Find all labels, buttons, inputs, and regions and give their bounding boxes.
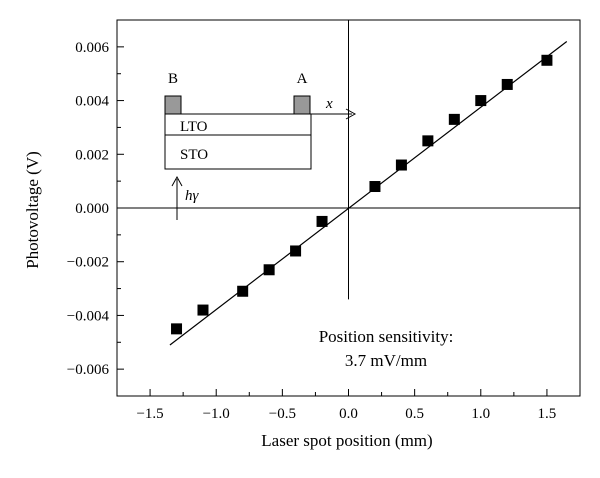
electrode-a xyxy=(293,95,311,115)
substrate-block xyxy=(164,113,312,170)
x-tick-label: 1.5 xyxy=(538,406,557,422)
x-tick-label: −0.5 xyxy=(269,406,296,422)
fit-line xyxy=(169,41,568,346)
y-tick-label: 0.004 xyxy=(75,94,109,110)
x-tick-label: 1.0 xyxy=(471,406,490,422)
x-tick-label: 0.0 xyxy=(339,406,358,422)
x-direction-arrowhead xyxy=(345,108,357,120)
y-tick-label: −0.006 xyxy=(67,362,110,378)
layer-sto-label: STO xyxy=(180,147,208,163)
x-axis: −1.5 −1.0 −0.5 0.0 0.5 1.0 1.5 xyxy=(116,389,581,422)
x-tick-label: −1.5 xyxy=(136,406,163,422)
light-arrowhead xyxy=(171,175,183,187)
data-point xyxy=(395,159,407,171)
data-point xyxy=(448,113,460,125)
data-point xyxy=(316,215,328,227)
data-point xyxy=(263,264,275,276)
light-label: hγ xyxy=(185,188,200,204)
electrode-b xyxy=(164,95,182,115)
annotation-line-1: Position sensitivity: xyxy=(319,327,454,346)
data-point xyxy=(422,135,434,147)
y-tick-label: 0.002 xyxy=(75,147,109,163)
data-points xyxy=(171,54,553,335)
annotation-line-2: 3.7 mV/mm xyxy=(345,351,427,370)
y-axis-title: Photovoltage (V) xyxy=(23,151,42,269)
x-direction-label: x xyxy=(325,96,333,112)
y-tick-label: −0.002 xyxy=(67,255,109,271)
layer-lto-label: LTO xyxy=(180,119,208,135)
x-axis-title: Laser spot position (mm) xyxy=(261,431,432,450)
data-point xyxy=(475,95,487,107)
y-tick-label: 0.006 xyxy=(75,40,109,56)
fit-line-group xyxy=(169,41,568,346)
y-tick-label: 0.000 xyxy=(75,201,109,217)
data-point xyxy=(369,181,381,193)
data-point xyxy=(541,54,553,66)
data-point xyxy=(197,304,209,316)
x-tick-label: 0.5 xyxy=(405,406,424,422)
data-point xyxy=(237,285,249,297)
x-tick-label: −1.0 xyxy=(203,406,230,422)
data-point xyxy=(171,323,183,335)
y-axis: 0.006 0.004 0.002 0.000 −0.002 −0.004 −0.006 xyxy=(67,19,124,397)
electrode-a-label: A xyxy=(297,71,308,87)
electrode-b-label: B xyxy=(168,71,178,87)
data-point xyxy=(290,245,302,257)
data-point xyxy=(501,78,513,90)
device-inset: B A LTO STO x hγ xyxy=(164,71,357,220)
y-tick-label: −0.004 xyxy=(67,308,110,324)
